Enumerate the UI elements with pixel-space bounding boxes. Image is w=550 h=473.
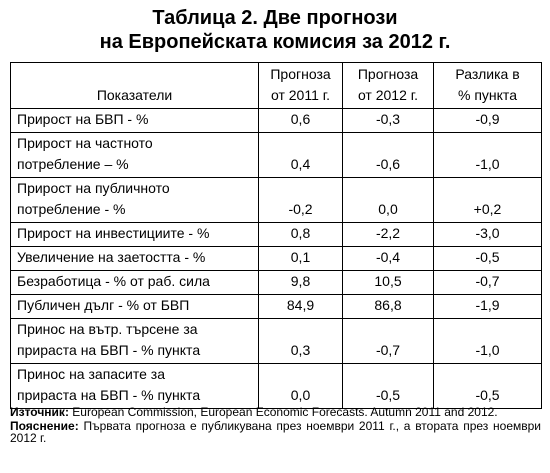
table-body: Прирост на БВП - % 0,6 -0,3 -0,9 Прирост на … <box>10 108 542 409</box>
label-text: Принос на вътр. търсене за <box>17 321 198 337</box>
label-text: Увеличение на заетостта - % <box>17 249 206 265</box>
row-label: Публичен дълг - % от БВП <box>10 294 259 319</box>
value-cell: -0,6 <box>342 132 434 178</box>
row-label: Прирост на инвестициите - % <box>10 222 259 247</box>
note: Пояснение: Първата прогноза е публикуван… <box>10 420 541 444</box>
note-text: European Commission, European Economic F… <box>72 405 498 419</box>
row-label: Принос на вътр. търсене за прираста на БВ… <box>10 318 259 364</box>
label-text: прираста на БВП - % пункта <box>17 342 201 358</box>
value-cell: -0,7 <box>433 270 542 295</box>
header-text: Показатели <box>96 87 173 103</box>
value-cell: 0,1 <box>258 246 343 271</box>
table-row: Увеличение на заетостта - % 0,1 -0,4 -0,5 <box>10 246 542 271</box>
header-cell: Прогноза от 2011 г. <box>258 62 343 109</box>
table: Показатели Прогноза от 2011 г. Прогноза от 2… <box>10 62 542 409</box>
value-cell: -1,0 <box>433 318 542 364</box>
label-text: Публичен дълг - % от БВП <box>17 297 190 313</box>
table-row: Публичен дълг - % от БВП 84,9 86,8 -1,9 <box>10 294 542 319</box>
note-label: Източник: <box>10 405 69 419</box>
header-text: от 2012 г. <box>357 87 419 103</box>
label-text: потребление – % <box>17 156 129 172</box>
value-cell: -3,0 <box>433 222 542 247</box>
title-line: на Европейската комисия за 2012 г. <box>99 31 451 53</box>
label-text: потребление - % <box>17 201 126 217</box>
row-label: Безработица - % от раб. сила <box>10 270 259 295</box>
value-cell: 0,0 <box>258 363 343 409</box>
note: Източник: European Commission, European … <box>10 406 541 418</box>
value-cell: 86,8 <box>342 294 434 319</box>
label-text: Прирост на БВП - % <box>17 111 149 127</box>
value-cell: 0,6 <box>258 108 343 133</box>
notes: Източник: European Commission, European … <box>10 406 541 446</box>
value-cell: -0,5 <box>433 246 542 271</box>
value-cell: -0,4 <box>342 246 434 271</box>
header-text: от 2011 г. <box>270 87 331 103</box>
header-text: Разлика в <box>455 66 520 82</box>
row-label: Прирост на публичното потребление - % <box>10 177 259 223</box>
row-label: Принос на запасите за прираста на БВП - %… <box>10 363 259 409</box>
label-text: Прирост на частното <box>17 135 153 151</box>
row-label: Прирост на БВП - % <box>10 108 259 133</box>
label-text: Прирост на инвестициите - % <box>17 225 210 241</box>
value-cell: -0,5 <box>433 363 542 409</box>
title: Таблица 2. Две прогнози на Европейската … <box>0 6 550 54</box>
value-cell: 0,3 <box>258 318 343 364</box>
value-cell: -1,0 <box>433 132 542 178</box>
value-cell: -0,7 <box>342 318 434 364</box>
value-cell: -0,2 <box>258 177 343 223</box>
value-cell: 9,8 <box>258 270 343 295</box>
value-cell: +0,2 <box>433 177 542 223</box>
value-cell: -0,3 <box>342 108 434 133</box>
value-cell: 10,5 <box>342 270 434 295</box>
header-cell: Прогноза от 2012 г. <box>342 62 434 109</box>
value-cell: 84,9 <box>258 294 343 319</box>
value-cell: -1,9 <box>433 294 542 319</box>
label-text: Безработица - % от раб. сила <box>17 273 210 289</box>
table-row: Принос на вътр. търсене за прираста на БВ… <box>10 318 542 364</box>
header-row: Показатели Прогноза от 2011 г. Прогноза от 2… <box>10 62 542 109</box>
header-text: % пункта <box>458 87 517 103</box>
title-line: Таблица 2. Две прогнози <box>152 7 398 29</box>
note-text: Първата прогноза е публикувана през ноем… <box>10 419 541 445</box>
label-text: прираста на БВП - % пункта <box>17 387 201 403</box>
value-cell: 0,8 <box>258 222 343 247</box>
header-text: Прогноза <box>357 66 419 82</box>
table-row: Прирост на инвестициите - % 0,8 -2,2 -3,0 <box>10 222 542 247</box>
table-row: Безработица - % от раб. сила 9,8 10,5 -0,7 <box>10 270 542 295</box>
value-cell: 0,0 <box>342 177 434 223</box>
label-text: Прирост на публичното <box>17 180 170 196</box>
row-label: Увеличение на заетостта - % <box>10 246 259 271</box>
row-label: Прирост на частното потребление – % <box>10 132 259 178</box>
label-text: Принос на запасите за <box>17 366 166 382</box>
header-text: Прогноза <box>270 66 331 82</box>
header-cell: Разлика в % пункта <box>433 62 542 109</box>
value-cell: -0,5 <box>342 363 434 409</box>
value-cell: -0,9 <box>433 108 542 133</box>
header-cell: Показатели <box>10 62 259 109</box>
table-row: Прирост на публичното потребление - % -0,2… <box>10 177 542 223</box>
value-cell: -2,2 <box>342 222 434 247</box>
note-label: Пояснение: <box>10 419 79 433</box>
table-row: Принос на запасите за прираста на БВП - %… <box>10 363 542 409</box>
table-row: Прирост на частното потребление – % 0,4 -0,… <box>10 132 542 178</box>
value-cell: 0,4 <box>258 132 343 178</box>
table-row: Прирост на БВП - % 0,6 -0,3 -0,9 <box>10 108 542 133</box>
